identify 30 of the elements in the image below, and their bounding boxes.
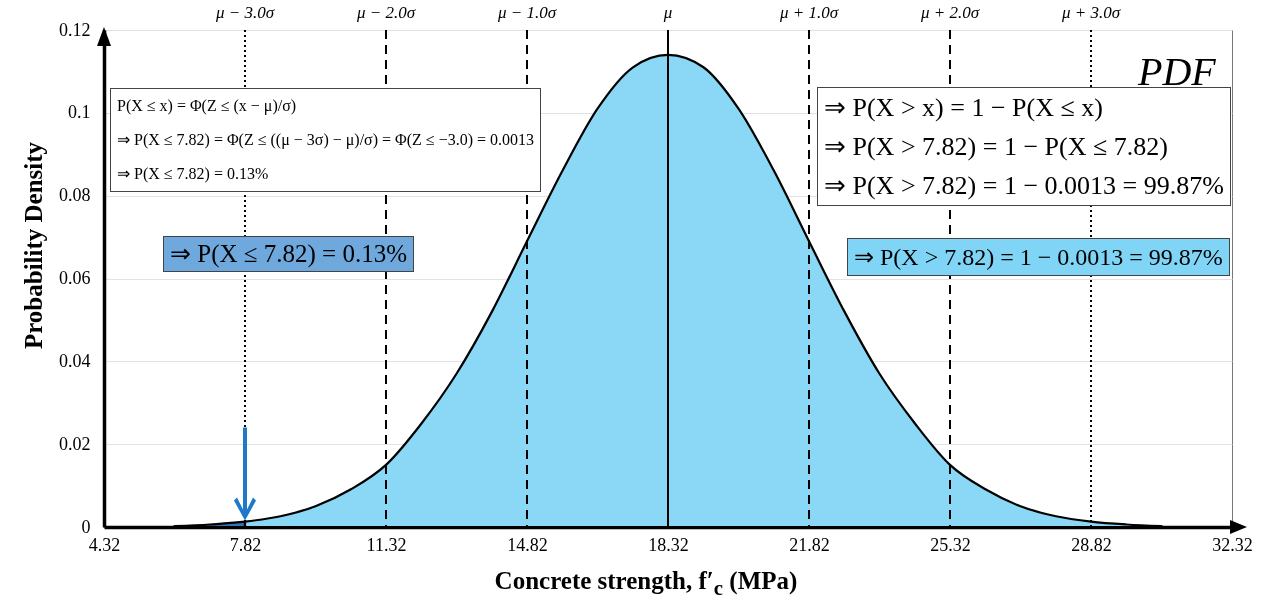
ref-line-label: μ + 1.0σ [778,3,839,22]
y-tick-label: 0.06 [59,268,91,288]
x-tick-label: 14.82 [507,534,548,555]
y-tick-label: 0.1 [68,102,91,123]
ref-line-label: μ − 3.0σ [214,3,275,22]
annotation: ⇒ P(X > x) = 1 − P(X ≤ x) ⇒ P(X > 7.82) = 1 − P(X ≤ 7.82) ⇒ P(X > 7.82) = 1 − 0.0013 = 99.87% [824,93,1224,200]
annotation: PDF [1138,49,1216,94]
y-axis-title: Probability Density [20,141,47,350]
y-tick-label: 0 [81,516,91,537]
x-tick-label: 21.82 [789,534,830,555]
y-tick-label: 0.02 [59,433,91,454]
annotation: P(X ≤ x) = Φ(Z ≤ (x − μ)/σ) ⇒ P(X ≤ 7.82) = Φ(Z ≤ ((μ − 3σ) − μ)/σ) = Φ(Z ≤ −3.0) = 0.0013 ⇒ P(X ≤ 7.82) = 0.13% [110,88,542,192]
x-tick-label: 32.32 [1212,534,1253,555]
y-tick-label: 0.04 [59,350,91,371]
ref-line-label: μ + 3.0σ [1060,3,1121,22]
y-tick-label: 0.12 [59,19,91,40]
x-tick-label: 11.32 [366,534,407,555]
annotation: ⇒ P(X ≤ 7.82) = 0.13% [163,236,415,272]
y-tick-label: 0.08 [59,185,91,206]
ref-line-label: μ − 1.0σ [496,3,557,22]
x-axis-title: Concrete strength, f′$_{c}$ (MPa) [494,567,798,601]
x-tick-label: 4.32 [88,534,121,555]
annotation: ⇒ P(X > 7.82) = 1 − 0.0013 = 99.87% [847,238,1230,276]
x-tick-label: 18.32 [648,534,689,555]
x-tick-label: 28.82 [1071,534,1112,555]
ref-line-label: μ [662,3,673,22]
ref-line-label: μ − 2.0σ [355,3,416,22]
x-tick-label: 25.32 [930,534,971,555]
ref-line-label: μ + 2.0σ [919,3,980,22]
x-tick-label: 7.82 [229,534,262,555]
